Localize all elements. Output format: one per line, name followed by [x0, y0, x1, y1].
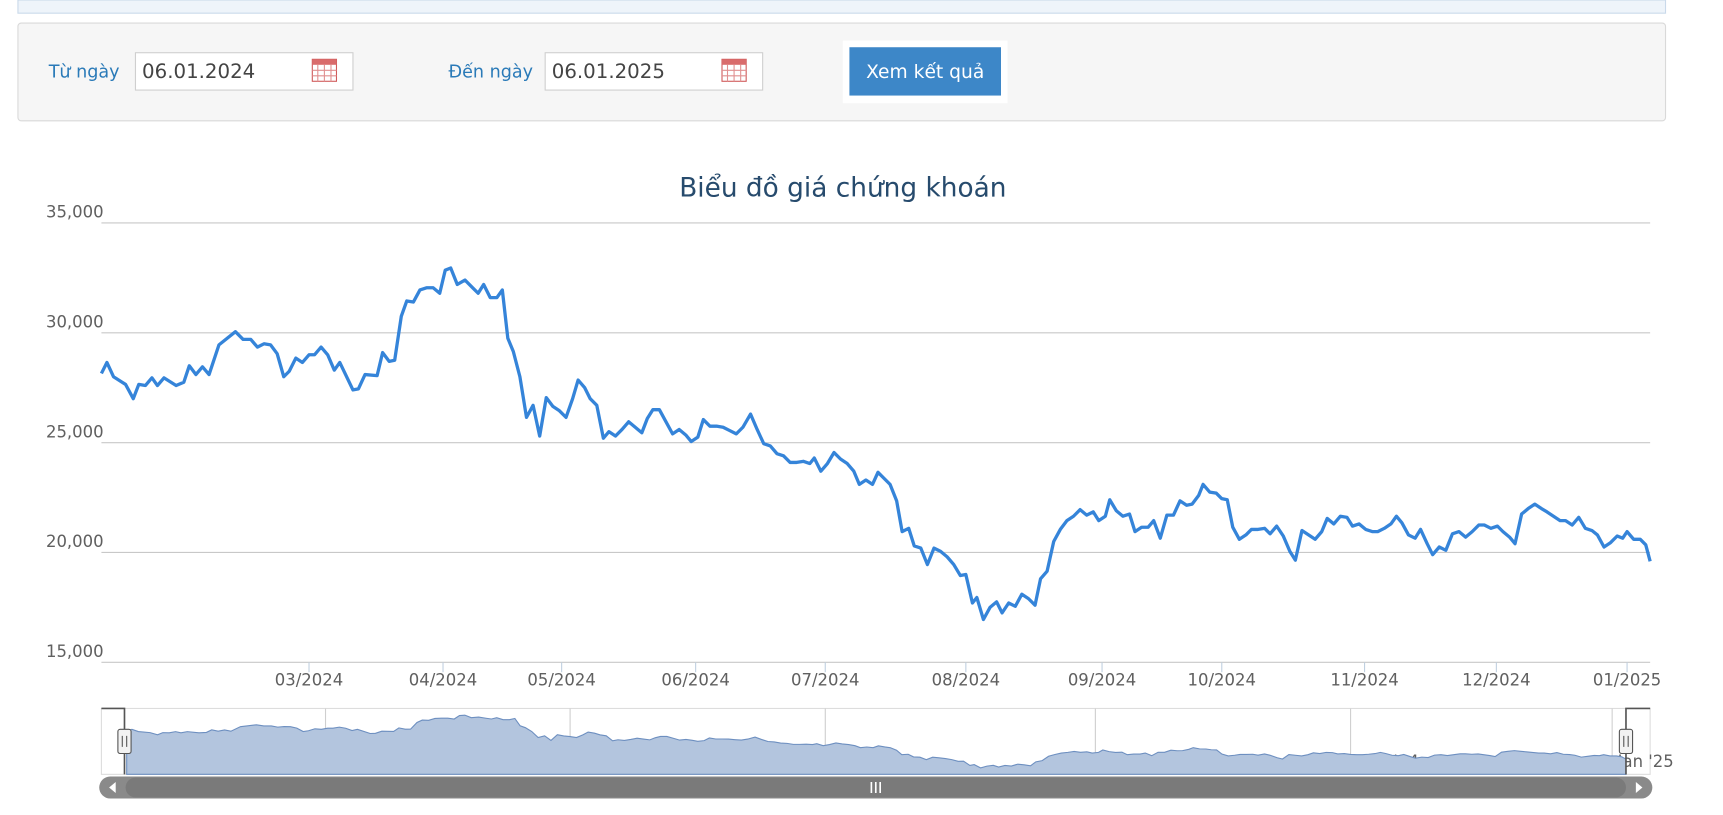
y-tick-label: 25,000 — [46, 422, 104, 441]
form-panel — [17, 22, 1667, 122]
scrollbar[interactable] — [99, 776, 1653, 799]
y-tick-label: 30,000 — [46, 312, 104, 331]
navigator-handle[interactable] — [1618, 728, 1634, 755]
x-tick-label: 09/2024 — [1068, 670, 1136, 689]
x-tick-label: 05/2024 — [527, 670, 595, 689]
submit-button[interactable] — [849, 47, 1001, 96]
top-strip — [17, 0, 1667, 14]
from-label: Từ ngày — [48, 62, 120, 82]
chart-title: Biểu đồ giá chứng khoán — [679, 172, 1006, 203]
navigator-handle[interactable] — [117, 728, 132, 755]
calendar-icon[interactable] — [721, 58, 747, 82]
to-value: 06.01.2025 — [552, 60, 665, 83]
x-tick-label: 11/2024 — [1330, 670, 1398, 689]
x-tick-label: 10/2024 — [1188, 670, 1256, 689]
from-value: 06.01.2024 — [142, 60, 255, 83]
calendar-icon[interactable] — [311, 58, 338, 82]
x-tick-label: 04/2024 — [409, 670, 477, 689]
price-line — [99, 266, 1652, 622]
x-tick-label: 03/2024 — [275, 670, 343, 689]
x-tick-label: 07/2024 — [791, 670, 859, 689]
x-tick-label: 06/2024 — [661, 670, 729, 689]
button-label: Xem kết quả — [866, 61, 984, 83]
y-tick-label: 35,000 — [46, 203, 104, 222]
handle-grip — [121, 735, 128, 747]
handle-grip — [1623, 735, 1629, 747]
navigator-tick-label: Jan '25 — [1617, 752, 1674, 771]
navigator-area — [126, 714, 1627, 775]
x-tick-label: 08/2024 — [932, 670, 1000, 689]
to-label: Đến ngày — [449, 61, 534, 82]
x-tick-label: 12/2024 — [1462, 670, 1530, 689]
y-tick-label: 15,000 — [46, 642, 104, 661]
y-tick-label: 20,000 — [46, 532, 104, 551]
x-tick-label: 01/2025 — [1593, 670, 1661, 689]
